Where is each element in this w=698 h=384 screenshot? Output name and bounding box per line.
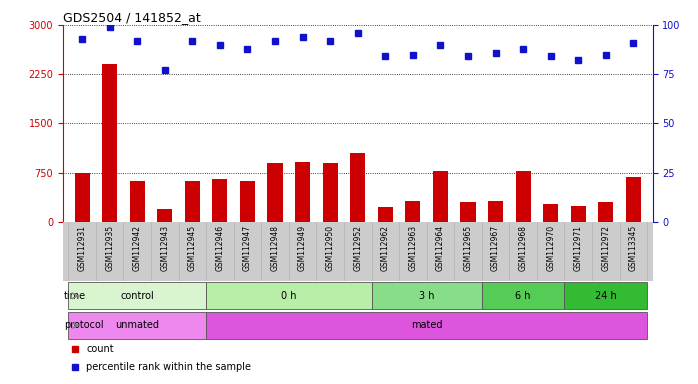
Text: GSM112948: GSM112948 xyxy=(271,225,279,271)
Text: control: control xyxy=(120,291,154,301)
Text: GSM112963: GSM112963 xyxy=(408,225,417,271)
Text: GSM112968: GSM112968 xyxy=(519,225,528,271)
Text: unmated: unmated xyxy=(115,320,159,330)
Bar xyxy=(157,209,172,222)
Text: GSM112971: GSM112971 xyxy=(574,225,583,271)
Bar xyxy=(185,181,200,222)
Bar xyxy=(206,282,371,310)
Text: GSM112952: GSM112952 xyxy=(353,225,362,271)
Bar xyxy=(461,202,475,222)
Bar xyxy=(482,282,565,310)
Bar xyxy=(68,282,206,310)
Text: GSM112970: GSM112970 xyxy=(546,225,555,271)
Bar xyxy=(406,201,420,222)
Bar xyxy=(571,206,586,222)
Bar xyxy=(598,202,614,222)
Bar xyxy=(433,171,448,222)
Bar xyxy=(350,153,365,222)
Bar xyxy=(516,171,530,222)
Text: GSM112972: GSM112972 xyxy=(601,225,610,271)
Text: GSM112950: GSM112950 xyxy=(326,225,334,271)
Bar xyxy=(488,201,503,222)
Bar xyxy=(240,181,255,222)
Bar xyxy=(102,65,117,222)
Text: mated: mated xyxy=(411,320,443,330)
Text: GSM112947: GSM112947 xyxy=(243,225,252,271)
Text: GDS2504 / 141852_at: GDS2504 / 141852_at xyxy=(63,11,200,24)
Bar xyxy=(267,163,283,222)
Text: GSM112931: GSM112931 xyxy=(77,225,87,271)
Bar xyxy=(565,282,647,310)
Text: GSM113345: GSM113345 xyxy=(629,225,638,271)
Bar xyxy=(68,312,206,339)
Text: time: time xyxy=(64,291,87,301)
Text: GSM112946: GSM112946 xyxy=(216,225,225,271)
Text: GSM112965: GSM112965 xyxy=(463,225,473,271)
Text: GSM112949: GSM112949 xyxy=(298,225,307,271)
Bar xyxy=(543,204,558,222)
Bar xyxy=(295,162,310,222)
Text: 6 h: 6 h xyxy=(515,291,531,301)
Text: GSM112967: GSM112967 xyxy=(491,225,500,271)
Text: protocol: protocol xyxy=(64,320,104,330)
Text: GSM112935: GSM112935 xyxy=(105,225,114,271)
Text: GSM112943: GSM112943 xyxy=(161,225,170,271)
Text: count: count xyxy=(87,344,114,354)
Bar xyxy=(371,282,482,310)
Bar xyxy=(206,312,647,339)
Bar xyxy=(212,179,228,222)
Bar xyxy=(626,177,641,222)
Text: GSM112962: GSM112962 xyxy=(381,225,389,271)
Text: GSM112942: GSM112942 xyxy=(133,225,142,271)
Text: GSM112964: GSM112964 xyxy=(436,225,445,271)
Text: GSM112945: GSM112945 xyxy=(188,225,197,271)
Text: 24 h: 24 h xyxy=(595,291,616,301)
Text: 0 h: 0 h xyxy=(281,291,297,301)
Bar xyxy=(378,207,393,222)
Bar xyxy=(130,181,144,222)
Bar xyxy=(75,173,89,222)
Text: 3 h: 3 h xyxy=(419,291,434,301)
Text: percentile rank within the sample: percentile rank within the sample xyxy=(87,362,251,372)
Bar xyxy=(322,163,338,222)
